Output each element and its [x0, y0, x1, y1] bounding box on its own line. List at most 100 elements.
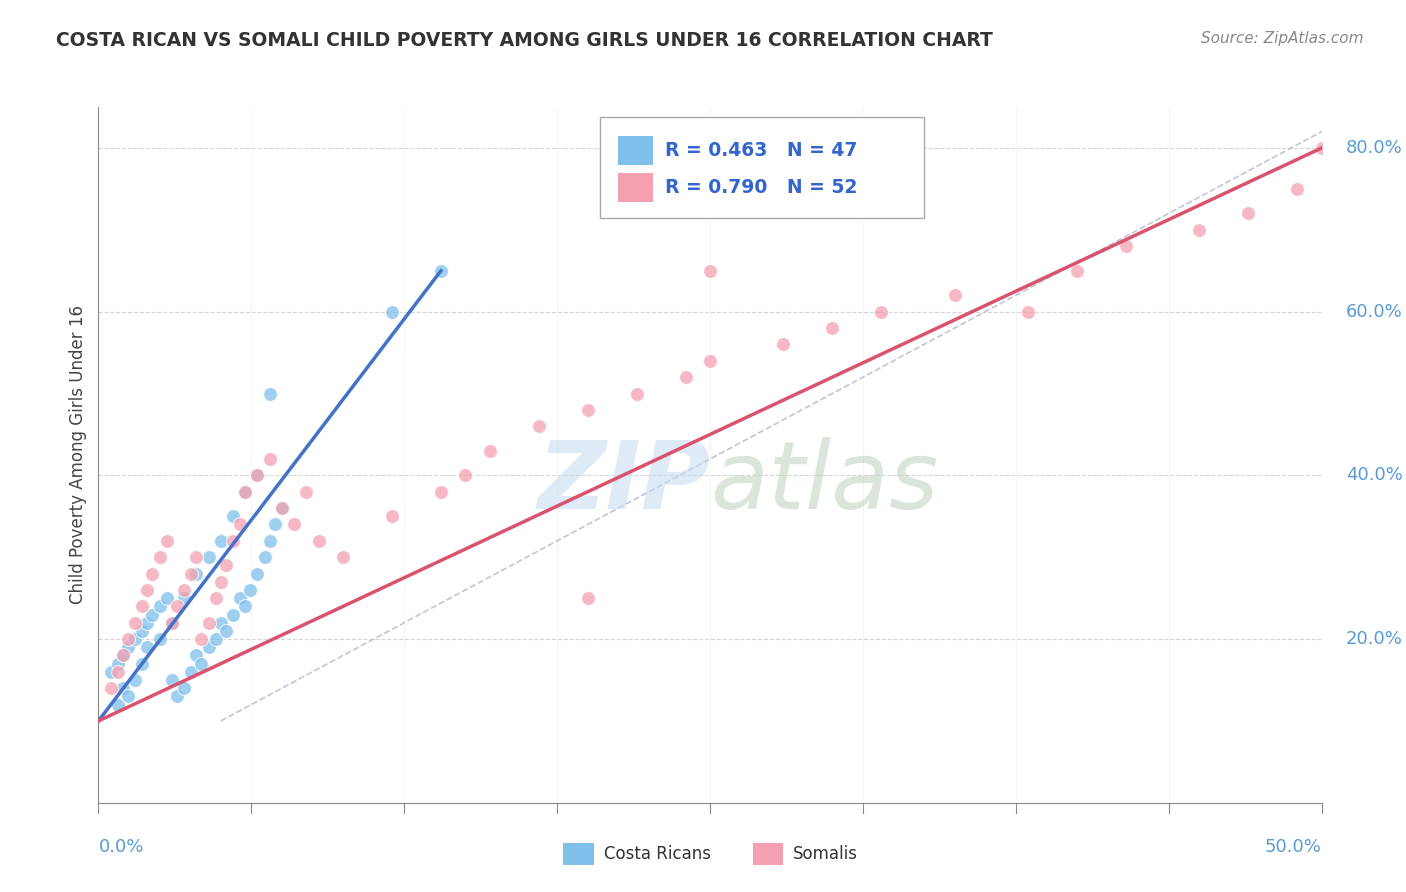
Point [527, 419, 550, 434]
Point [149, 550, 172, 565]
Point [1115, 239, 1137, 253]
FancyBboxPatch shape [619, 136, 652, 165]
Point [136, 640, 159, 655]
Point [699, 353, 721, 368]
Text: Costa Ricans: Costa Ricans [603, 846, 710, 863]
Point [173, 681, 195, 696]
Point [1017, 304, 1039, 318]
Text: R = 0.790   N = 52: R = 0.790 N = 52 [665, 178, 858, 197]
Point [308, 533, 330, 548]
Text: 60.0%: 60.0% [1346, 302, 1403, 321]
Point [246, 468, 269, 483]
Point [131, 599, 153, 614]
Point [124, 615, 146, 630]
Point [222, 607, 245, 622]
Text: ZIP: ZIP [537, 437, 710, 529]
Point [259, 533, 281, 548]
Point [117, 640, 139, 655]
Point [1310, 141, 1333, 155]
Point [675, 370, 697, 384]
Point [259, 386, 281, 401]
Point [381, 509, 404, 524]
Point [229, 517, 252, 532]
Point [1188, 223, 1211, 237]
Point [136, 615, 159, 630]
Point [1286, 182, 1309, 196]
Point [430, 264, 453, 278]
Text: Source: ZipAtlas.com: Source: ZipAtlas.com [1201, 31, 1364, 46]
FancyBboxPatch shape [600, 118, 924, 219]
Point [186, 566, 208, 581]
Point [197, 550, 219, 565]
FancyBboxPatch shape [619, 173, 652, 202]
Point [478, 443, 501, 458]
Point [149, 599, 172, 614]
Point [205, 591, 228, 606]
Point [295, 484, 318, 499]
Point [186, 550, 208, 565]
Point [100, 681, 122, 696]
Point [160, 615, 183, 630]
Point [283, 517, 305, 532]
Text: Somalis: Somalis [793, 846, 858, 863]
Text: R = 0.463   N = 47: R = 0.463 N = 47 [665, 141, 858, 160]
Point [173, 591, 195, 606]
Point [246, 468, 269, 483]
Point [186, 648, 208, 663]
Text: 40.0%: 40.0% [1346, 467, 1403, 484]
Point [229, 591, 252, 606]
Point [166, 599, 188, 614]
Point [190, 632, 212, 646]
Point [205, 632, 228, 646]
Point [233, 599, 256, 614]
Point [270, 501, 294, 516]
Point [149, 632, 172, 646]
Point [454, 468, 477, 483]
FancyBboxPatch shape [564, 843, 593, 865]
Point [141, 566, 163, 581]
Point [100, 665, 122, 679]
Point [156, 533, 179, 548]
Point [160, 673, 183, 687]
Point [430, 484, 453, 499]
Point [699, 264, 721, 278]
Point [576, 591, 599, 606]
Point [943, 288, 966, 302]
Point [117, 690, 139, 704]
Point [222, 509, 245, 524]
Point [821, 321, 844, 335]
Point [197, 615, 219, 630]
Point [209, 574, 232, 589]
Point [111, 648, 134, 663]
Point [239, 582, 262, 597]
Point [124, 632, 146, 646]
Text: 50.0%: 50.0% [1265, 838, 1322, 855]
Point [263, 517, 285, 532]
Point [270, 501, 294, 516]
Point [124, 673, 146, 687]
Point [209, 615, 232, 630]
Point [107, 698, 129, 712]
Point [107, 657, 129, 671]
Point [259, 452, 281, 467]
Point [772, 337, 794, 351]
Point [233, 484, 256, 499]
Text: atlas: atlas [710, 437, 938, 528]
Point [141, 607, 163, 622]
Point [156, 591, 179, 606]
Point [246, 566, 269, 581]
Point [626, 386, 648, 401]
Text: 20.0%: 20.0% [1346, 630, 1403, 648]
Point [166, 690, 188, 704]
Point [180, 566, 202, 581]
Point [209, 533, 232, 548]
Point [131, 624, 153, 638]
Point [160, 615, 183, 630]
FancyBboxPatch shape [752, 843, 783, 865]
Point [180, 665, 202, 679]
Point [233, 484, 256, 499]
Point [1237, 206, 1260, 220]
Point [253, 550, 276, 565]
Text: 80.0%: 80.0% [1346, 139, 1403, 157]
Point [117, 632, 139, 646]
